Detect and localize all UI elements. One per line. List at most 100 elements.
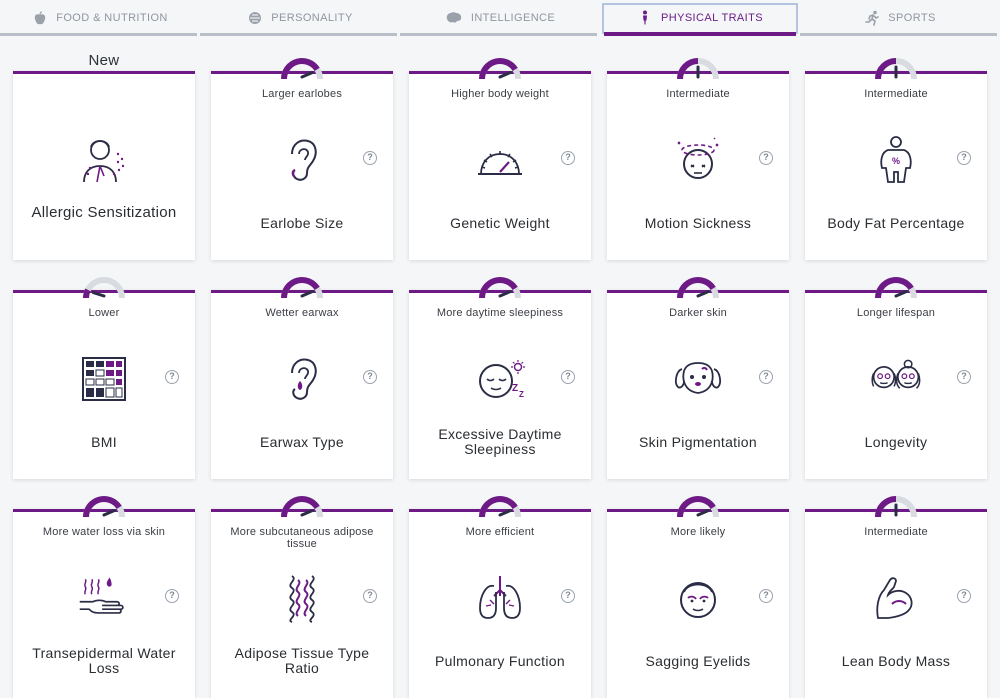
level-gauge-icon: [83, 496, 125, 518]
help-icon[interactable]: ?: [957, 151, 971, 165]
trait-result-label: More water loss via skin: [42, 526, 166, 538]
bmi-chart-icon: [76, 351, 132, 407]
dizzy-head-icon: [670, 132, 726, 188]
trait-result-label: Longer lifespan: [856, 307, 936, 319]
trait-title: BMI: [91, 434, 117, 450]
trait-title: Motion Sickness: [644, 215, 752, 231]
trait-card-allergic-sensitization[interactable]: New Allergic Sensitization: [13, 52, 195, 260]
trait-card-body-fat-percentage[interactable]: Intermediate?% Body Fat Percentage: [805, 58, 987, 260]
flexed-arm-icon: [868, 570, 924, 626]
trait-card-sagging-eyelids[interactable]: More likely? Sagging Eyelids: [607, 496, 789, 698]
trait-result-label: Intermediate: [864, 526, 928, 538]
level-gauge-icon: [677, 277, 719, 299]
help-icon[interactable]: ?: [363, 151, 377, 165]
tab-intelligence[interactable]: INTELLIGENCE: [400, 0, 600, 36]
body-fat-icon: %: [868, 132, 924, 188]
trait-title: Genetic Weight: [450, 215, 550, 231]
trait-result-label: More efficient: [465, 526, 535, 538]
trait-card-motion-sickness[interactable]: Intermediate? Motion Sickness: [607, 58, 789, 260]
hand-water-icon: [76, 570, 132, 626]
scale-gauge-icon: [472, 132, 528, 188]
level-gauge-icon: [479, 277, 521, 299]
earwax-icon: [274, 351, 330, 407]
trait-title: Transepidermal Water Loss: [32, 645, 176, 676]
level-gauge-icon: [875, 496, 917, 518]
trait-title: Longevity: [864, 434, 928, 450]
apple-icon: [32, 10, 48, 26]
tab-label: FOOD & NUTRITION: [56, 12, 168, 24]
help-icon[interactable]: ?: [561, 589, 575, 603]
trait-title: Pulmonary Function: [435, 653, 565, 669]
trait-card-earwax-type[interactable]: Wetter earwax? Earwax Type: [211, 277, 393, 479]
brain-profile-icon: [247, 10, 263, 26]
trait-card-earlobe-size[interactable]: Larger earlobes? Earlobe Size: [211, 58, 393, 260]
help-icon[interactable]: ?: [759, 589, 773, 603]
trait-title: Lean Body Mass: [841, 653, 951, 669]
trait-result-label: Wetter earwax: [265, 307, 339, 319]
tab-food-nutrition[interactable]: FOOD & NUTRITION: [0, 0, 200, 36]
help-icon[interactable]: ?: [165, 370, 179, 384]
trait-result-label: Lower: [88, 307, 120, 319]
trait-card-lean-body-mass[interactable]: Intermediate? Lean Body Mass: [805, 496, 987, 698]
help-icon[interactable]: ?: [561, 370, 575, 384]
new-badge: New: [88, 52, 120, 69]
level-gauge-icon: [875, 277, 917, 299]
person-icon: [637, 10, 653, 26]
trait-result-label: More subcutaneous adipose tissue: [230, 526, 374, 550]
level-gauge-icon: [677, 58, 719, 80]
trait-title: Sagging Eyelids: [645, 653, 751, 669]
trait-card-grid: New Allergic Sensitization Larger earlobe…: [13, 52, 987, 698]
ear-icon: [274, 132, 330, 188]
category-tabs: FOOD & NUTRITION PERSONALITY INTELLIGENCE P…: [0, 0, 1000, 36]
trait-card-pulmonary-function[interactable]: More efficient? Pulmonary Function: [409, 496, 591, 698]
lungs-icon: [472, 570, 528, 626]
help-icon[interactable]: ?: [759, 151, 773, 165]
trait-card-genetic-weight[interactable]: Higher body weight? Genetic Weight: [409, 58, 591, 260]
tab-label: SPORTS: [888, 12, 936, 24]
help-icon[interactable]: ?: [759, 370, 773, 384]
trait-title: Allergic Sensitization: [31, 204, 177, 221]
level-gauge-icon: [479, 58, 521, 80]
trait-card-transepidermal-water-loss[interactable]: More water loss via skin? Transepidermal …: [13, 496, 195, 698]
runner-icon: [864, 10, 880, 26]
level-gauge-icon: [281, 496, 323, 518]
tab-sports[interactable]: SPORTS: [800, 0, 1000, 36]
trait-result-label: Higher body weight: [451, 88, 549, 100]
help-icon[interactable]: ?: [561, 151, 575, 165]
trait-card-skin-pigmentation[interactable]: Darker skin? Skin Pigmentation: [607, 277, 789, 479]
svg-text:%: %: [892, 156, 900, 166]
level-gauge-icon: [281, 58, 323, 80]
trait-title: Adipose Tissue Type Ratio: [234, 645, 370, 676]
tab-personality[interactable]: PERSONALITY: [200, 0, 400, 36]
adipose-tissue-icon: [274, 570, 330, 626]
help-icon[interactable]: ?: [957, 589, 971, 603]
trait-card-adipose-tissue-type-ratio[interactable]: More subcutaneous adipose tissue? Adipose…: [211, 496, 393, 698]
elderly-couple-icon: [868, 351, 924, 407]
trait-card-longevity[interactable]: Longer lifespan? Longevity: [805, 277, 987, 479]
trait-result-label: Intermediate: [864, 88, 928, 100]
level-gauge-icon: [479, 496, 521, 518]
sagging-eyelids-face-icon: [670, 570, 726, 626]
trait-title: Body Fat Percentage: [827, 215, 965, 231]
level-gauge-icon: [677, 496, 719, 518]
brain-icon: [445, 10, 463, 26]
trait-title: Earlobe Size: [260, 215, 344, 231]
tab-label: PHYSICAL TRAITS: [661, 12, 763, 24]
trait-card-bmi[interactable]: Lower? BMI: [13, 277, 195, 479]
help-icon[interactable]: ?: [363, 370, 377, 384]
trait-title: Earwax Type: [260, 434, 344, 450]
help-icon[interactable]: ?: [957, 370, 971, 384]
trait-result-label: More likely: [670, 526, 726, 538]
tab-physical-traits[interactable]: PHYSICAL TRAITS: [600, 0, 800, 36]
trait-title: Excessive Daytime Sleepiness: [438, 426, 562, 457]
trait-result-label: More daytime sleepiness: [436, 307, 564, 319]
trait-result-label: Larger earlobes: [261, 88, 343, 100]
dog-face-icon: [670, 351, 726, 407]
svg-text:Z: Z: [512, 383, 518, 394]
help-icon[interactable]: ?: [363, 589, 377, 603]
help-icon[interactable]: ?: [165, 589, 179, 603]
tab-label: PERSONALITY: [271, 12, 353, 24]
level-gauge-icon: [83, 277, 125, 299]
trait-card-excessive-daytime-sleepiness[interactable]: More daytime sleepiness? Z Z Excessive Dayt…: [409, 277, 591, 479]
